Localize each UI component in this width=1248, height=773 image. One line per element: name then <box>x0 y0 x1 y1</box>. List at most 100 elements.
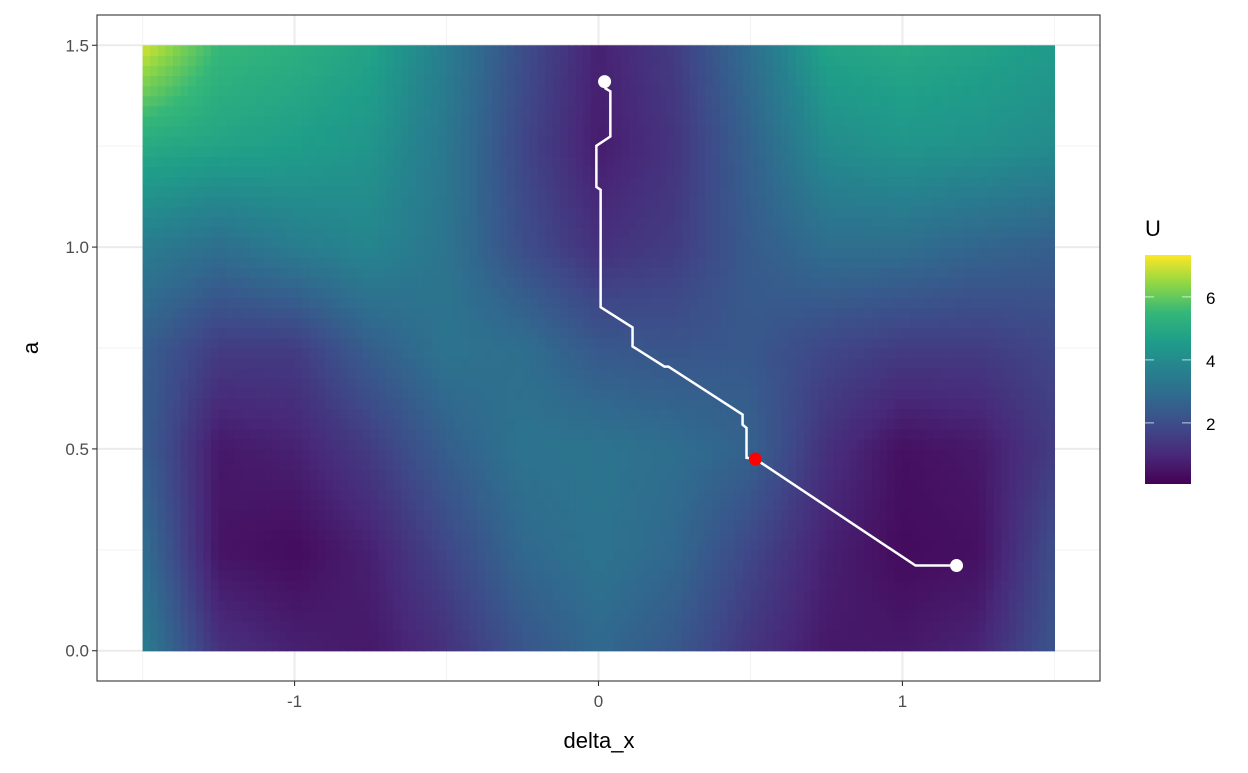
heat-cell <box>682 65 690 76</box>
heat-cell <box>196 55 204 66</box>
heat-cell <box>629 560 637 571</box>
heat-cell <box>241 590 249 601</box>
heat-cell <box>636 600 644 611</box>
heat-cell <box>690 106 698 117</box>
heat-cell <box>431 318 439 329</box>
heat-cell <box>485 116 493 127</box>
heat-cell <box>401 550 409 561</box>
heat-cell <box>545 86 553 97</box>
heat-cell <box>439 459 447 470</box>
heat-cell <box>523 207 531 218</box>
heat-cell <box>279 368 287 379</box>
heat-cell <box>378 277 386 288</box>
heat-cell <box>295 540 303 551</box>
heat-cell <box>674 308 682 319</box>
heat-cell <box>735 570 743 581</box>
heat-cell <box>507 257 515 268</box>
heat-cell <box>583 439 591 450</box>
heat-cell <box>211 328 219 339</box>
heat-cell <box>553 348 561 359</box>
heat-cell <box>735 550 743 561</box>
heat-cell <box>682 136 690 147</box>
heat-cell <box>196 610 204 621</box>
heat-cell <box>150 489 158 500</box>
heat-cell <box>150 409 158 420</box>
heat-cell <box>302 45 310 56</box>
heat-cell <box>621 136 629 147</box>
heat-cell <box>363 257 371 268</box>
heat-cell <box>576 560 584 571</box>
heat-cell <box>705 247 713 258</box>
heat-cell <box>477 600 485 611</box>
heat-cell <box>743 398 751 409</box>
heat-cell <box>401 287 409 298</box>
heat-cell <box>591 358 599 369</box>
heat-cell <box>515 489 523 500</box>
heat-cell <box>568 398 576 409</box>
heat-cell <box>507 197 515 208</box>
heat-cell <box>325 449 333 460</box>
heat-cell <box>523 600 531 611</box>
heat-cell <box>728 237 736 248</box>
heat-cell <box>257 449 265 460</box>
heat-cell <box>629 388 637 399</box>
heat-cell <box>424 439 432 450</box>
heat-cell <box>241 86 249 97</box>
heat-cell <box>553 227 561 238</box>
heat-cell <box>766 76 774 87</box>
heat-cell <box>317 388 325 399</box>
heat-cell <box>606 328 614 339</box>
heat-cell <box>462 620 470 631</box>
heat-cell <box>325 439 333 450</box>
heat-cell <box>545 530 553 541</box>
heat-cell <box>150 227 158 238</box>
heat-cell <box>302 187 310 198</box>
heat-cell <box>378 338 386 349</box>
heat-cell <box>203 358 211 369</box>
heat-cell <box>659 318 667 329</box>
heat-cell <box>530 378 538 389</box>
heat-cell <box>523 479 531 490</box>
heat-cell <box>576 237 584 248</box>
heat-cell <box>173 187 181 198</box>
heat-cell <box>165 560 173 571</box>
heat-cell <box>333 479 341 490</box>
heat-cell <box>621 116 629 127</box>
heat-cell <box>485 287 493 298</box>
heat-cell <box>416 207 424 218</box>
heat-cell <box>766 45 774 56</box>
heat-cell <box>181 45 189 56</box>
heat-cell <box>545 610 553 621</box>
heat-cell <box>553 499 561 510</box>
heat-cell <box>355 96 363 107</box>
heat-cell <box>386 328 394 339</box>
heat-cell <box>545 489 553 500</box>
heat-cell <box>295 96 303 107</box>
heat-cell <box>386 540 394 551</box>
heat-cell <box>477 489 485 500</box>
heat-cell <box>295 550 303 561</box>
heat-cell <box>165 176 173 187</box>
heat-cell <box>690 479 698 490</box>
heat-cell <box>712 136 720 147</box>
heat-cell <box>173 499 181 510</box>
heat-cell <box>553 287 561 298</box>
heat-cell <box>378 570 386 581</box>
heat-cell <box>492 267 500 278</box>
heat-cell <box>340 449 348 460</box>
heat-cell <box>750 65 758 76</box>
heat-cell <box>682 509 690 520</box>
heat-cell <box>766 328 774 339</box>
heat-cell <box>697 318 705 329</box>
heat-cell <box>659 409 667 420</box>
heat-cell <box>477 176 485 187</box>
heat-cell <box>424 116 432 127</box>
heat-cell <box>447 378 455 389</box>
heat-cell <box>241 237 249 248</box>
heat-cell <box>325 388 333 399</box>
heat-cell <box>272 318 280 329</box>
heat-cell <box>219 641 227 652</box>
heat-cell <box>766 610 774 621</box>
heat-cell <box>674 207 682 218</box>
heat-cell <box>454 348 462 359</box>
